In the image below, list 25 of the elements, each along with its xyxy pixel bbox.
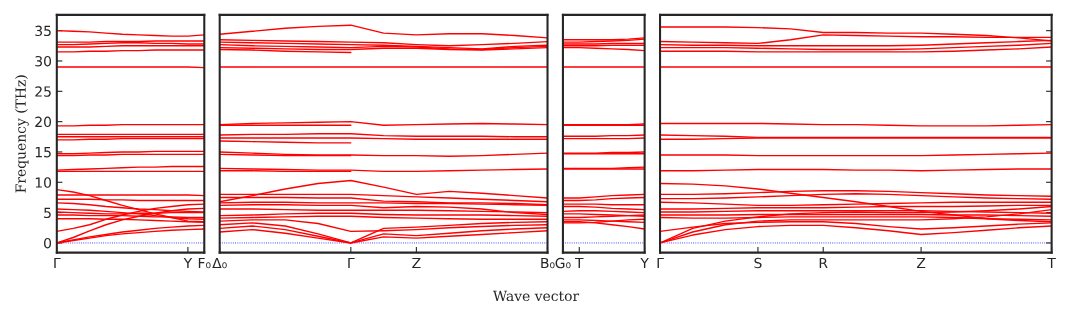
x-tick-label: F₀ <box>198 257 211 269</box>
x-tick-label: Y <box>640 257 649 269</box>
y-tick-label: 25 <box>35 86 51 97</box>
y-axis-title: Frequency (THz) <box>15 75 29 193</box>
x-tick-label: Γ <box>54 257 61 269</box>
y-tick-label: 15 <box>35 147 51 158</box>
x-tick-label: Γ <box>657 257 664 269</box>
x-tick-label: R <box>819 257 828 269</box>
y-tick-label: 0 <box>44 237 52 249</box>
y-tick-label: 30 <box>35 55 52 67</box>
y-tick-label: 35 <box>35 25 51 37</box>
y-tick-label: 10 <box>35 177 52 188</box>
x-tick-label: T <box>1047 257 1056 269</box>
x-tick-label: G₀ <box>555 257 571 269</box>
x-tick-label: Y <box>183 257 193 269</box>
x-tick-label: S <box>754 257 762 269</box>
x-axis-title: Wave vector <box>492 290 580 302</box>
x-tick-label: T <box>574 257 584 269</box>
y-tick-label: 5 <box>44 207 51 219</box>
x-tick-label: Z <box>412 257 421 269</box>
x-tick-label: Δ₀ <box>212 257 227 269</box>
x-tick-label: Z <box>916 257 926 269</box>
y-tick-label: 20 <box>35 116 52 128</box>
x-tick-label: Γ <box>348 257 355 269</box>
x-tick-label: B₀ <box>541 257 555 269</box>
